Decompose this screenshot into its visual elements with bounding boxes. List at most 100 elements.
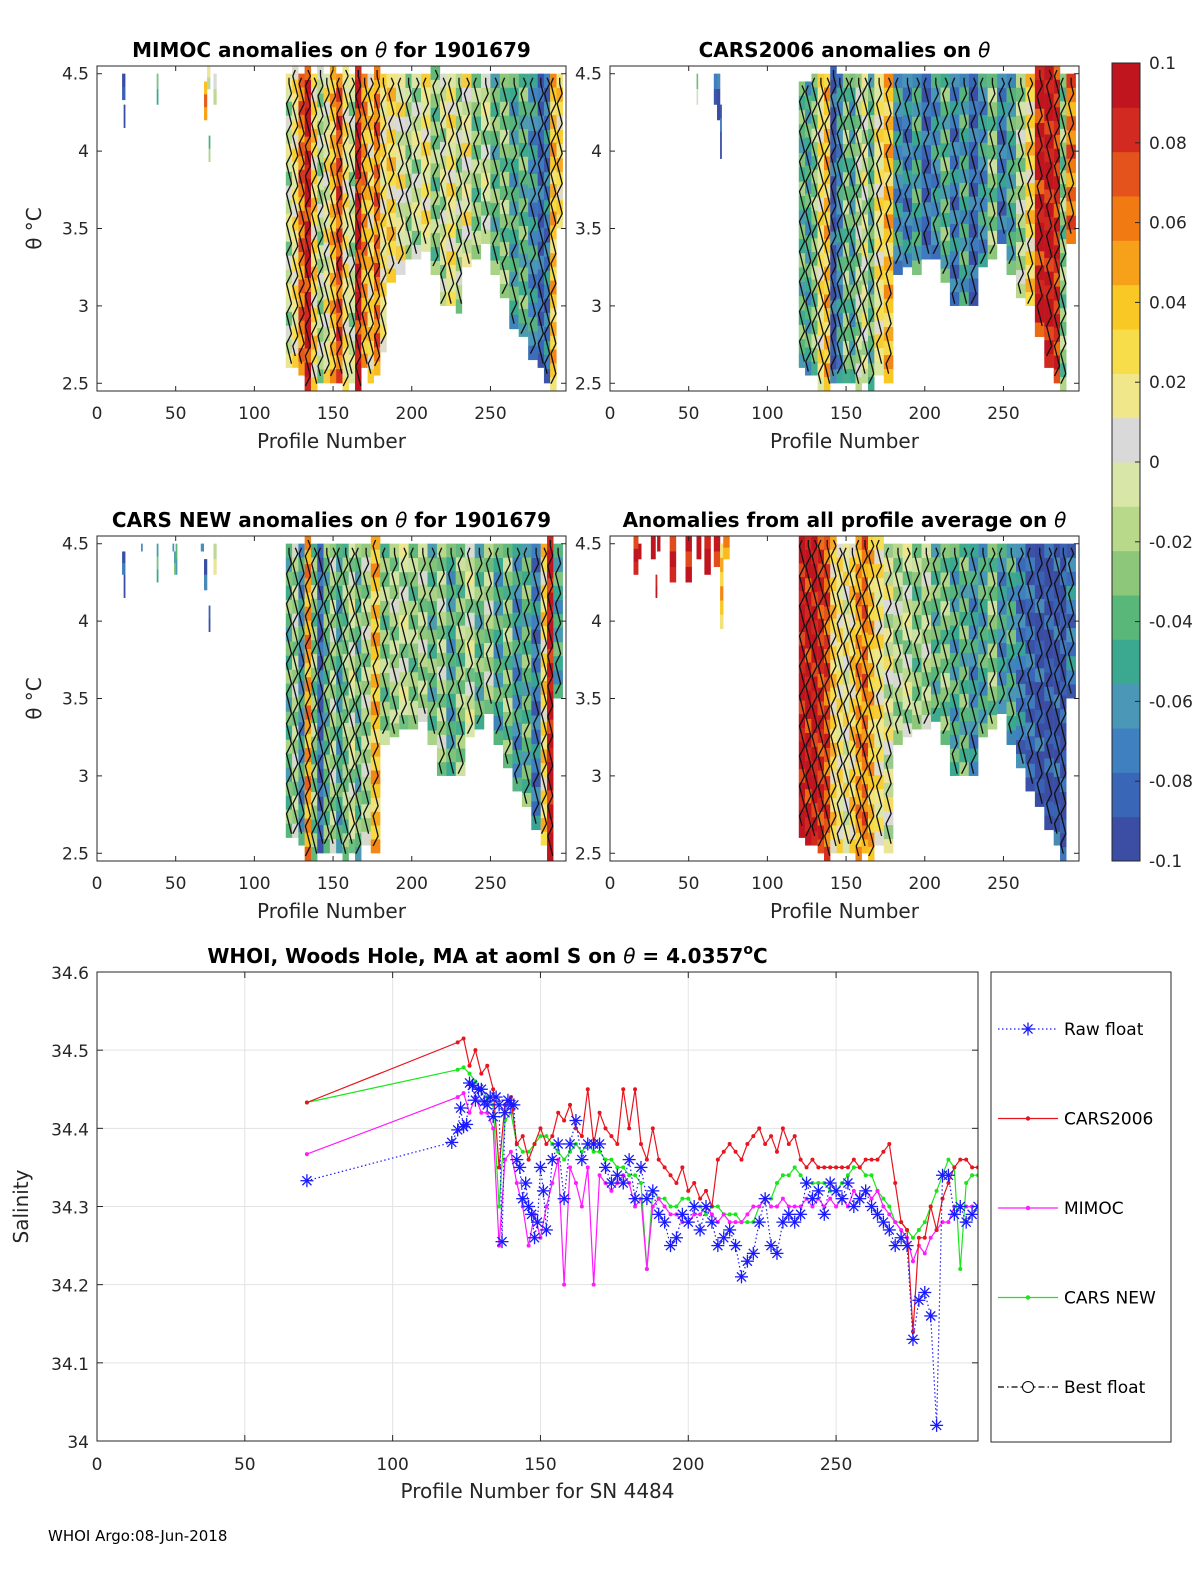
heatmap-cell xyxy=(323,115,330,131)
raw-float-marker xyxy=(460,1117,474,1131)
heatmap-cell xyxy=(367,284,374,299)
heatmap-cell xyxy=(329,121,337,135)
heatmap-cell xyxy=(1060,128,1067,143)
heatmap-cell xyxy=(824,832,831,847)
raw-float-marker xyxy=(941,1168,955,1182)
heatmap-cell xyxy=(842,242,850,257)
heatmap-cell xyxy=(824,634,831,650)
heatmap-cell xyxy=(421,128,431,143)
heatmap-cell xyxy=(521,779,532,793)
heatmap-cell xyxy=(874,648,884,663)
heatmap-cell xyxy=(298,73,305,88)
heatmap-cell xyxy=(361,311,368,326)
heatmap-cell xyxy=(987,643,998,659)
heatmap-cell xyxy=(805,165,812,180)
heatmap-cell xyxy=(540,694,548,709)
heatmap-cell xyxy=(921,202,932,217)
heatmap-cell xyxy=(912,102,922,117)
heatmap-cell xyxy=(883,670,894,685)
raw-float-marker xyxy=(531,1215,544,1229)
heatmap-cell xyxy=(543,228,551,243)
heatmap-cell xyxy=(959,128,969,143)
heatmap-cell xyxy=(883,284,894,299)
heatmap-cell xyxy=(285,739,293,754)
heatmap-cell xyxy=(1053,639,1061,654)
heatmap-cell xyxy=(200,543,205,552)
heatmap-cell xyxy=(978,142,988,157)
heatmap-cell xyxy=(311,253,318,267)
heatmap-cell xyxy=(1060,308,1067,323)
heatmap-cell xyxy=(361,653,371,668)
heatmap-cell xyxy=(436,612,447,626)
heatmap-cell xyxy=(1016,585,1026,600)
legend-label: Best float xyxy=(1064,1378,1146,1398)
heatmap-cell xyxy=(836,782,843,797)
heatmap-cell xyxy=(931,584,941,599)
raw-float-marker xyxy=(557,1192,571,1206)
data-point xyxy=(822,1165,827,1170)
heatmap-cell xyxy=(1053,598,1061,613)
heatmap-cell xyxy=(213,89,217,105)
heatmap-cell xyxy=(685,536,692,552)
heatmap-cell xyxy=(861,242,869,257)
raw-float-marker xyxy=(528,1231,542,1245)
heatmap-cell xyxy=(540,831,548,846)
x-tick-label: 150 xyxy=(830,874,862,894)
heatmap-cell xyxy=(855,349,862,364)
heatmap-cell xyxy=(361,143,368,158)
heatmap-cell xyxy=(323,87,330,102)
salinity-line-plot: 0 50 100 150 200 2503434.134.234.334.434.534.… xyxy=(9,942,1172,1503)
heatmap-cell xyxy=(323,130,330,145)
y-tick-label: 4 xyxy=(591,612,602,632)
heatmap-cell xyxy=(471,73,482,89)
contour-line xyxy=(1008,547,1015,734)
heatmap-cell xyxy=(830,300,837,315)
contour-line xyxy=(1060,547,1067,854)
heatmap-cell xyxy=(430,247,441,261)
heatmap-cell xyxy=(317,93,324,108)
heatmap-cell xyxy=(931,543,941,558)
heatmap-cell xyxy=(537,199,544,214)
heatmap-cell xyxy=(836,186,843,201)
heatmap-cell xyxy=(874,101,884,115)
heatmap-cell xyxy=(883,341,894,356)
heatmap-cell xyxy=(304,550,312,565)
heatmap-cell xyxy=(427,615,437,630)
data-point xyxy=(851,1188,856,1193)
heatmap-cell xyxy=(490,102,500,117)
heatmap-cell xyxy=(842,754,850,769)
heatmap-cell xyxy=(518,212,529,227)
heatmap-cell xyxy=(421,196,431,211)
heatmap-cell xyxy=(855,776,862,791)
heatmap-cell xyxy=(959,652,969,667)
heatmap-cell xyxy=(317,600,324,615)
heatmap-cell xyxy=(842,600,850,615)
heatmap-cell xyxy=(805,775,812,790)
contour-line xyxy=(329,69,337,377)
heatmap-cell xyxy=(285,641,293,656)
heatmap-cell xyxy=(380,701,390,717)
heatmap-cell xyxy=(292,189,299,204)
data-point xyxy=(816,1165,821,1170)
contour-line xyxy=(979,547,987,734)
x-tick-label: 200 xyxy=(672,1455,704,1475)
heatmap-cell xyxy=(355,362,362,377)
heatmap-cell xyxy=(471,230,482,246)
heatmap-cell xyxy=(317,754,324,769)
heatmap-cell xyxy=(849,811,856,826)
heatmap-cell xyxy=(550,142,557,157)
heatmap-cell xyxy=(940,115,950,130)
contour-line xyxy=(329,547,337,844)
heatmap-cell xyxy=(720,600,724,615)
heatmap-cell xyxy=(512,640,522,654)
heatmap-cell xyxy=(389,599,400,613)
heatmap-cell xyxy=(484,586,494,601)
heatmap-cell xyxy=(411,159,422,174)
heatmap-cell xyxy=(389,571,400,586)
heatmap-cell xyxy=(323,782,330,797)
heatmap-cell xyxy=(537,213,544,228)
heatmap-cell xyxy=(355,376,362,391)
heatmap-cell xyxy=(304,804,312,819)
data-point xyxy=(916,1235,921,1240)
title-prefix: MIMOC anomalies on xyxy=(132,38,375,62)
